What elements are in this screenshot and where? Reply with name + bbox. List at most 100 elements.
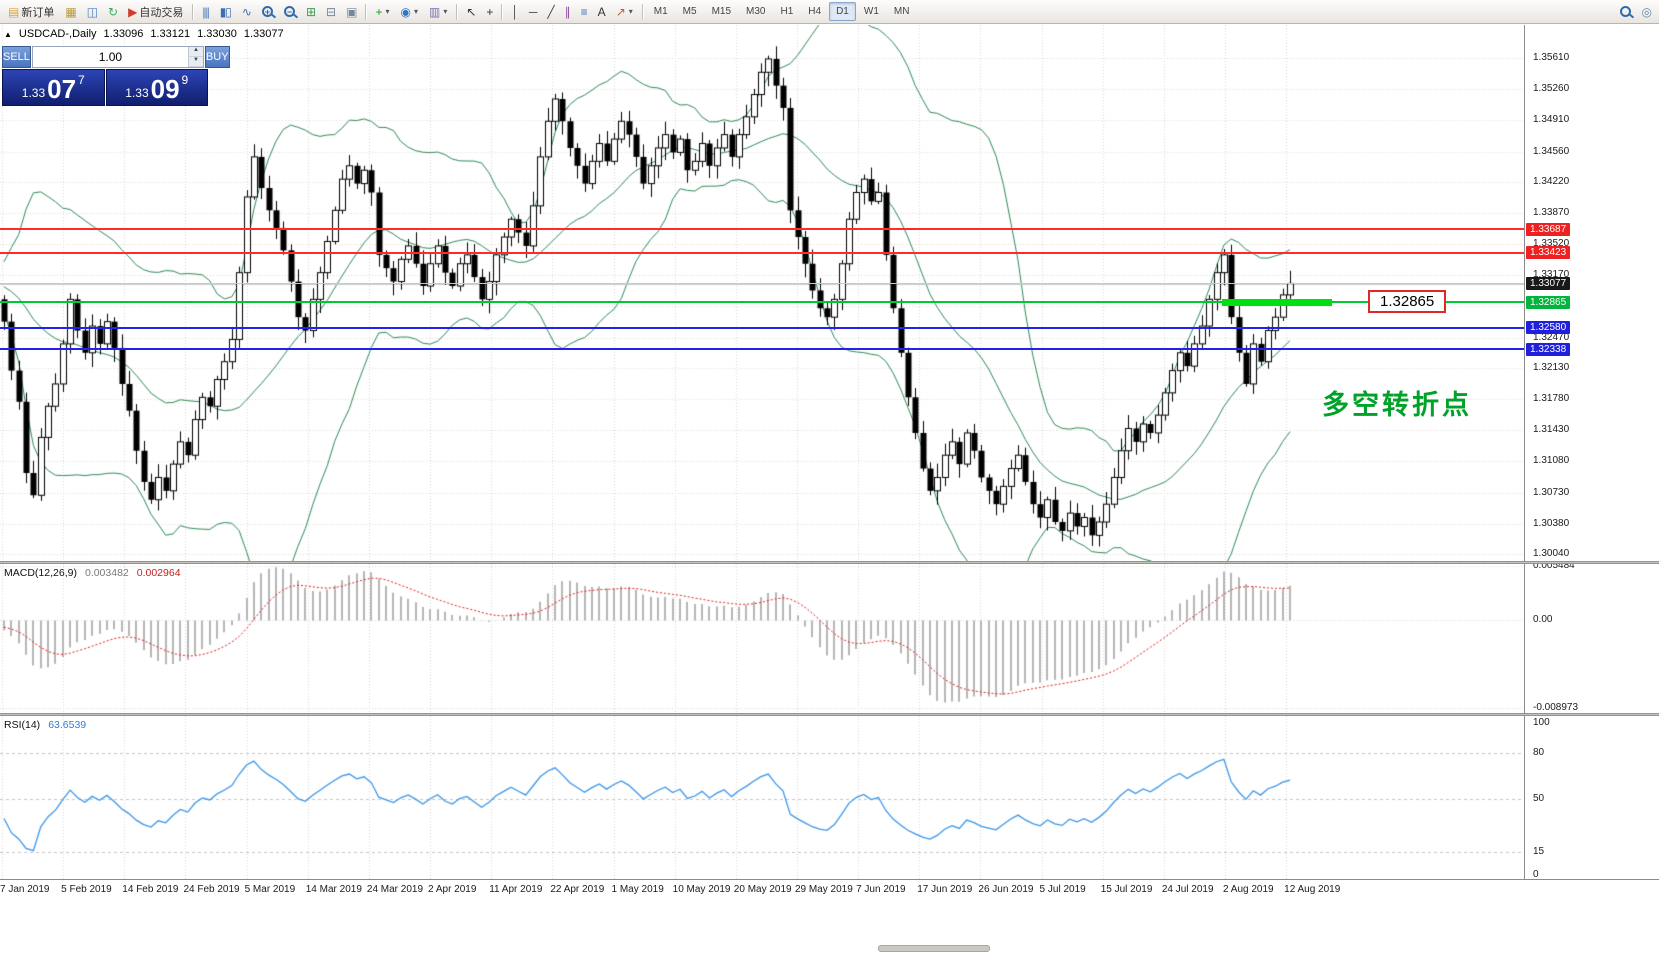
price-axis-label: 1.32130	[1533, 361, 1570, 373]
candles-chart-button[interactable]: ▮▯	[215, 2, 236, 22]
buy-button[interactable]: BUY	[204, 46, 230, 68]
grid-button[interactable]: ⊞	[301, 2, 320, 22]
charts-button[interactable]: ▦	[60, 2, 80, 22]
chart-icon: ▲	[4, 29, 12, 39]
zoom-in-icon: +	[261, 6, 273, 17]
support-zone-segment[interactable]	[1222, 298, 1332, 306]
price-badge: 1.32865	[1526, 295, 1571, 309]
profiles-button[interactable]: ◫	[82, 2, 102, 22]
timeframe-h1-button[interactable]: H1	[780, 6, 794, 17]
horizontal-level-line[interactable]	[0, 326, 1524, 329]
time-axis-label: 24 Mar 2019	[366, 884, 424, 895]
timeframe-h4-button[interactable]: H4	[808, 6, 822, 17]
cursor-button[interactable]: ↖	[461, 2, 480, 22]
bottom-strip	[0, 899, 1659, 954]
horizontal-level-line[interactable]	[0, 228, 1524, 231]
chart-workspace: 1.35610 1.35260 1.34910 1.34560 1.34220 1.338…	[0, 25, 1659, 954]
price-axis-label: 1.34910	[1533, 114, 1570, 126]
timeframe-w1-button[interactable]: W1	[863, 6, 879, 17]
rsi-axis-label: 50	[1533, 793, 1545, 804]
buy-price-button[interactable]: 1.33 09 9	[105, 69, 208, 106]
time-axis-label: 24 Feb 2019	[183, 884, 240, 895]
price-axis-label: 1.32470	[1533, 331, 1570, 343]
timeframe-m5-button[interactable]: M5	[682, 6, 697, 17]
bars-chart-button[interactable]: |||	[197, 2, 213, 22]
macd-signal-value: 0.002964	[136, 567, 181, 579]
time-axis[interactable]: 7 Jan 2019 5 Feb 2019 14 Feb 2019 24 Feb 20…	[0, 879, 1659, 899]
fibonacci-button[interactable]: ≡	[576, 2, 592, 22]
text-icon: A	[597, 4, 606, 19]
tile-windows-button[interactable]: ⊟	[321, 2, 340, 22]
search-button[interactable]	[1615, 2, 1636, 22]
horizontal-level-line[interactable]	[0, 348, 1524, 351]
rsi-canvas[interactable]	[0, 716, 1524, 879]
time-axis-label: 1 May 2019	[611, 884, 664, 895]
main-chart-canvas[interactable]	[0, 25, 1524, 561]
macd-axis-label: 0.00	[1533, 614, 1553, 625]
channel-button[interactable]: ∥	[560, 2, 575, 22]
cascade-windows-button[interactable]: ▣	[341, 2, 361, 22]
auto-trading-button[interactable]: ▶ 自动交易	[123, 2, 188, 22]
vertical-line-button[interactable]: │	[506, 2, 523, 22]
horizontal-level-line[interactable]	[0, 251, 1524, 254]
timeframe-mn-button[interactable]: MN	[893, 6, 910, 17]
timeframe-m1-button[interactable]: M1	[653, 6, 668, 17]
price-axis-label: 1.30040	[1533, 548, 1570, 560]
sell-button[interactable]: SELL	[2, 46, 31, 68]
sell-price-button[interactable]: 1.33 07 7	[2, 69, 105, 106]
objects-button[interactable]: ◉ ▾	[395, 2, 423, 22]
indicators-button[interactable]: + ▾	[370, 2, 394, 22]
toolbar-separator	[501, 3, 503, 20]
rsi-indicator-label: RSI(14) 63.6539	[4, 719, 86, 731]
zoom-out-button[interactable]: −	[279, 2, 300, 22]
zoom-in-button[interactable]: +	[257, 2, 278, 22]
grid-icon: ⊞	[305, 4, 316, 19]
data-window-button[interactable]: ◎	[1637, 2, 1656, 22]
price-label-box[interactable]: 1.32865	[1368, 290, 1447, 314]
horizontal-level-line[interactable]	[0, 283, 1524, 285]
pane-separator[interactable]	[0, 561, 1659, 564]
trendline-button[interactable]: ╱	[542, 2, 558, 22]
volume-input[interactable]	[32, 47, 188, 67]
dropdown-caret-icon: ▾	[628, 7, 633, 16]
text-button[interactable]: A	[593, 2, 610, 22]
price-axis-label: 1.33170	[1533, 269, 1570, 281]
macd-canvas[interactable]	[0, 564, 1524, 713]
timeframe-m30-button[interactable]: M30	[746, 6, 766, 17]
cascade-windows-icon: ▣	[346, 4, 357, 19]
templates-button[interactable]: ▥ ▾	[424, 2, 452, 22]
price-axis-label: 1.33870	[1533, 206, 1570, 218]
horizontal-scrollbar-thumb[interactable]	[878, 945, 990, 952]
timeframe-d1-button[interactable]: D1	[829, 2, 856, 21]
buy-price-prefix: 1.33	[125, 86, 149, 100]
spin-down-icon[interactable]: ▼	[188, 57, 203, 67]
price-axis[interactable]: 1.35610 1.35260 1.34910 1.34560 1.34220 1.338…	[1524, 25, 1659, 880]
line-chart-button[interactable]: ∿	[237, 2, 256, 22]
arrows-button[interactable]: ↗ ▾	[611, 2, 638, 22]
search-icon	[1619, 6, 1631, 17]
pane-separator[interactable]	[0, 713, 1659, 716]
price-axis-label: 1.31780	[1533, 393, 1570, 405]
new-order-button-label: 新订单	[21, 6, 55, 19]
time-axis-label: 7 Jun 2019	[856, 884, 906, 895]
price-axis-label: 1.31430	[1533, 424, 1570, 436]
channel-icon: ∥	[564, 4, 571, 19]
refresh-button[interactable]: ↻	[103, 2, 122, 22]
time-axis-label: 15 Jul 2019	[1100, 884, 1153, 895]
new-order-button[interactable]: ▤ 新订单	[3, 2, 59, 22]
time-axis-label: 22 Apr 2019	[550, 884, 605, 895]
price-axis-label: 1.35260	[1533, 83, 1570, 95]
timeframe-m15-button[interactable]: M15	[711, 6, 732, 17]
rsi-value: 63.6539	[48, 719, 87, 731]
price-badge: 1.33077	[1526, 277, 1571, 291]
annotation-text[interactable]: 多空转折点	[1322, 390, 1472, 420]
price-axis-label: 1.30380	[1533, 517, 1570, 529]
macd-main-value: 0.003482	[84, 567, 129, 579]
horizontal-line-button[interactable]: ─	[524, 2, 542, 22]
crosshair-button[interactable]: +	[481, 2, 497, 22]
rsi-axis-label: 80	[1533, 747, 1545, 759]
macd-axis-label: 0.005484	[1533, 560, 1575, 572]
spin-up-icon[interactable]: ▲	[188, 47, 203, 57]
horizontal-level-line[interactable]	[0, 301, 1524, 304]
vertical-line-icon: │	[511, 4, 518, 19]
